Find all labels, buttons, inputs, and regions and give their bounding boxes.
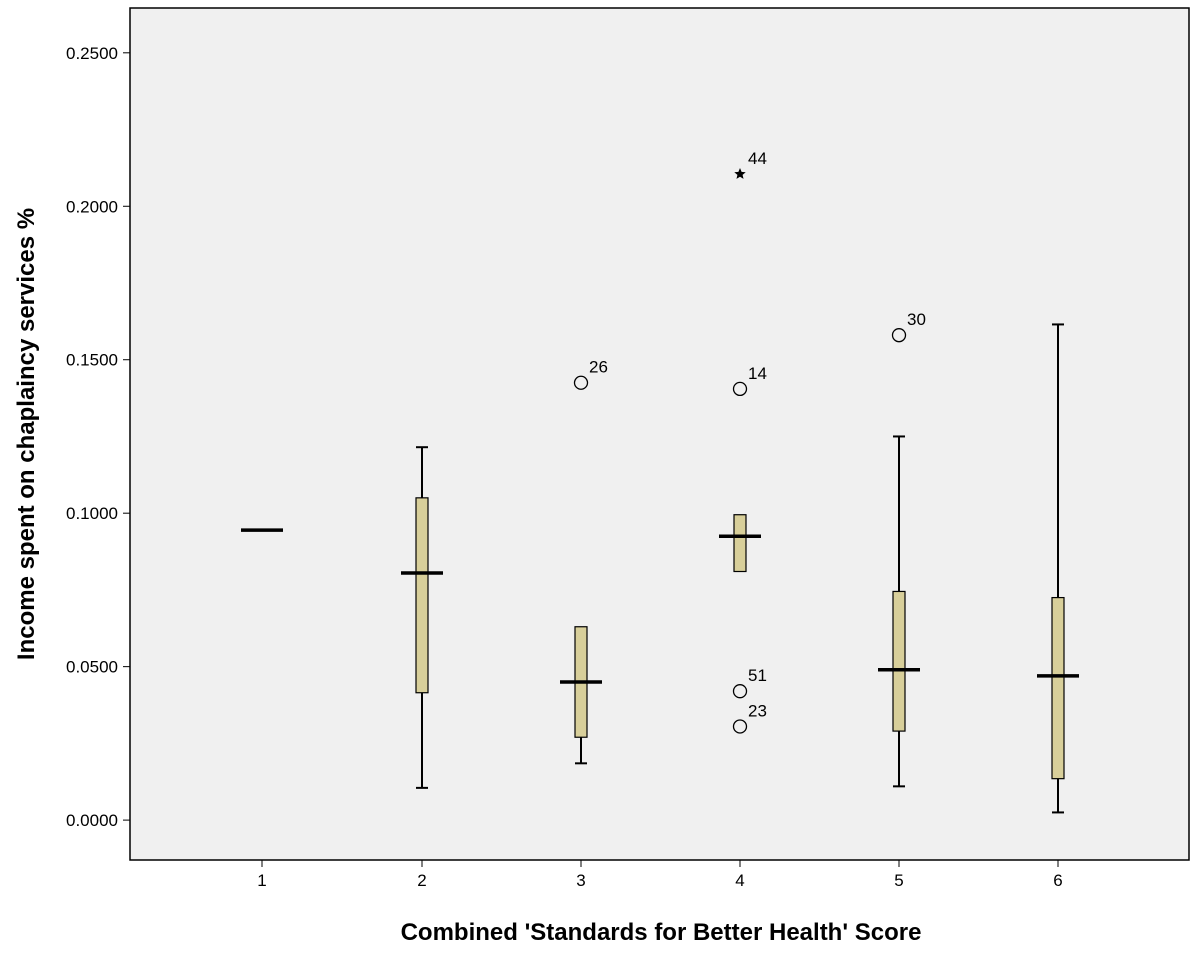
outlier-label: 14 bbox=[748, 364, 767, 383]
x-tick-label: 5 bbox=[894, 871, 903, 890]
box-iqr bbox=[733, 514, 747, 573]
x-tick-label: 2 bbox=[417, 871, 426, 890]
y-tick-label: 0.0000 bbox=[66, 811, 118, 830]
outlier-circle-marker bbox=[573, 375, 589, 390]
outlier-label: 51 bbox=[748, 666, 767, 685]
y-axis-title: Income spent on chaplaincy services % bbox=[13, 208, 40, 660]
outlier-label: 26 bbox=[589, 358, 608, 377]
box-iqr bbox=[415, 497, 429, 694]
y-tick-label: 0.2500 bbox=[66, 44, 118, 63]
box-iqr bbox=[1051, 596, 1065, 780]
y-tick-label: 0.1000 bbox=[66, 504, 118, 523]
outlier-circle-marker bbox=[732, 719, 748, 734]
x-tick-label: 4 bbox=[735, 871, 744, 890]
plot-frame bbox=[129, 7, 1190, 861]
box-iqr bbox=[892, 590, 906, 732]
x-axis-title: Combined 'Standards for Better Health' S… bbox=[401, 919, 922, 946]
x-tick-label: 3 bbox=[576, 871, 585, 890]
y-tick-label: 0.1500 bbox=[66, 351, 118, 370]
y-tick-label: 0.0500 bbox=[66, 658, 118, 677]
outlier-circle-marker bbox=[732, 381, 748, 397]
outlier-label: 23 bbox=[748, 701, 767, 720]
outlier-star-marker bbox=[734, 168, 746, 179]
outlier-label: 30 bbox=[907, 310, 926, 329]
outlier-circle-marker bbox=[732, 684, 748, 699]
x-tick-label: 6 bbox=[1053, 871, 1062, 890]
y-tick-label: 0.2000 bbox=[66, 197, 118, 216]
x-tick-label: 1 bbox=[257, 871, 266, 890]
outlier-circle-marker bbox=[891, 328, 907, 343]
plot-area-background bbox=[130, 8, 1189, 860]
outlier-label: 44 bbox=[748, 149, 767, 168]
